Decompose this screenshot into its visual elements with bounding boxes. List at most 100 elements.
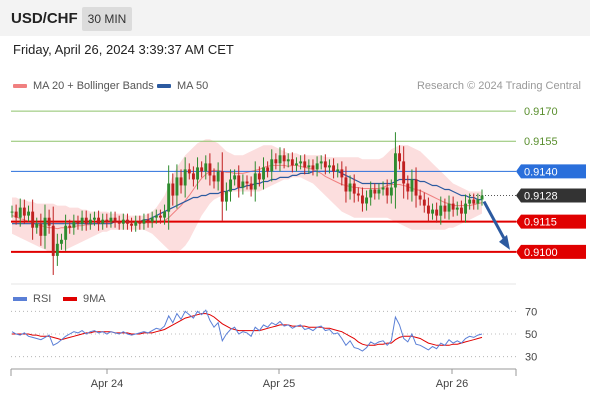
candle-body <box>64 225 68 240</box>
candle-body <box>241 181 245 188</box>
x-tick-label: Apr 25 <box>263 378 295 390</box>
candle-body <box>216 171 220 182</box>
x-tick-label: Apr 26 <box>436 378 468 390</box>
level-text: 0.9100 <box>524 247 558 259</box>
bollinger-band <box>12 139 482 252</box>
candle-body <box>134 221 138 226</box>
candle-body <box>22 207 26 216</box>
ma50-label: MA 50 <box>177 80 209 92</box>
candle-body <box>43 217 47 236</box>
candle-body <box>18 207 22 218</box>
candle-body <box>336 169 340 172</box>
candle-body <box>307 165 311 168</box>
level-text: 0.9155 <box>524 136 558 148</box>
candle-body <box>344 177 348 192</box>
candle-body <box>274 159 278 164</box>
timeframe-badge[interactable]: 30 MIN <box>82 7 132 31</box>
level-tag <box>516 214 586 229</box>
candle-body <box>229 179 232 192</box>
candle-body <box>352 183 356 194</box>
level-text: 0.9170 <box>524 106 558 118</box>
candle-body <box>340 169 344 178</box>
candle-body <box>101 219 105 224</box>
candle-body <box>175 177 179 196</box>
candle-body <box>200 167 204 172</box>
rsi-tick-label: 30 <box>525 352 537 364</box>
level-label-0.9115: 0.9115 <box>516 214 586 229</box>
candle-body <box>410 179 414 192</box>
candle-body <box>93 217 96 220</box>
candle-body <box>439 205 443 216</box>
rsi-tick-label: 70 <box>525 306 537 318</box>
candle-body <box>377 189 381 194</box>
candle-body <box>369 189 373 198</box>
candle-body <box>443 205 447 212</box>
candle-body <box>398 153 401 162</box>
candle-body <box>290 159 294 166</box>
candle-body <box>72 221 76 228</box>
level-tag <box>516 244 586 259</box>
candle-body <box>109 217 113 222</box>
candle-body <box>282 155 286 162</box>
candle-body <box>385 187 389 196</box>
candle-body <box>262 167 265 180</box>
candle-body <box>55 243 59 256</box>
candle-body <box>328 165 331 168</box>
candle-body <box>204 163 208 172</box>
candle-body <box>286 159 290 162</box>
candle-body <box>225 191 228 202</box>
x-tick-label: Apr 24 <box>91 378 123 390</box>
candle-body <box>159 215 162 218</box>
candle-body <box>51 225 55 256</box>
candle-body <box>460 207 463 214</box>
candle-body <box>266 167 270 172</box>
projection-arrow <box>482 200 510 250</box>
candle-body <box>245 181 249 184</box>
candle-body <box>88 219 92 224</box>
candle-body <box>373 189 377 194</box>
level-text: 0.9115 <box>524 217 557 229</box>
candle-body <box>142 219 146 224</box>
candle-body <box>35 223 39 228</box>
candle-body <box>80 217 84 224</box>
candle-body <box>253 173 257 190</box>
candle-body <box>105 219 109 222</box>
candle-body <box>187 169 191 174</box>
ma9-label: 9MA <box>83 293 106 305</box>
candles <box>10 132 484 275</box>
candle-body <box>476 199 480 204</box>
candle-body <box>394 153 397 188</box>
candle-body <box>117 221 121 224</box>
candle-body <box>208 163 212 176</box>
candle-body <box>84 217 88 224</box>
candle-body <box>196 167 199 180</box>
candle-body <box>323 161 327 168</box>
candle-body <box>14 211 18 218</box>
candle-body <box>348 183 352 192</box>
candle-body <box>126 219 129 224</box>
candle-body <box>418 195 422 200</box>
candle-body <box>295 163 298 166</box>
candle-body <box>237 175 241 188</box>
legend-rsi: RSI <box>13 293 51 305</box>
candle-body <box>212 175 216 182</box>
candle-body <box>480 195 484 200</box>
candle-body <box>361 195 364 204</box>
candle-body <box>249 183 253 190</box>
candle-body <box>447 203 451 212</box>
candle-body <box>389 187 393 196</box>
candle-body <box>130 223 133 226</box>
candle-body <box>179 177 183 186</box>
level-label-0.9170: 0.9170 <box>524 106 558 118</box>
level-label-0.9128: 0.9128 <box>516 188 586 203</box>
candle-body <box>422 199 426 206</box>
candle-body <box>233 175 237 180</box>
candle-body <box>47 217 51 226</box>
candle-body <box>163 211 166 218</box>
rsi-ma9-line <box>12 313 483 346</box>
candle-body <box>270 159 274 172</box>
timestamp: Friday, April 26, 2024 3:39:37 AM CET <box>13 42 234 57</box>
candle-body <box>167 183 171 212</box>
legend-9ma: 9MA <box>63 293 106 305</box>
